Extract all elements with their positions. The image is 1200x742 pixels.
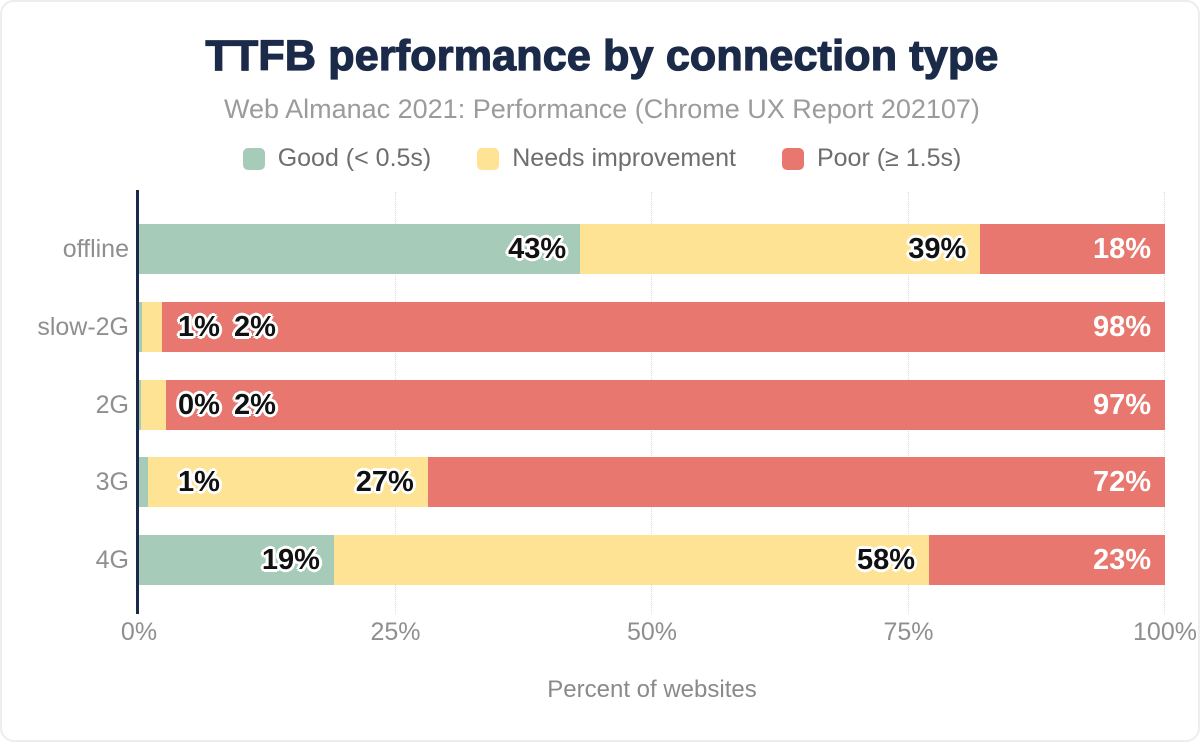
- legend-label-poor: Poor (≥ 1.5s): [816, 144, 962, 172]
- legend: Good (< 0.5s) Needs improvement Poor (≥ 1.…: [2, 144, 1198, 173]
- value-label-3g-poor: 72%: [1092, 466, 1151, 498]
- legend-swatch-needs-improvement: [477, 147, 500, 170]
- value-label-4g-good: 19%: [261, 544, 320, 576]
- segment-good: [139, 224, 581, 274]
- segment-poor: [427, 457, 1165, 507]
- x-tick-label-50%: 50%: [626, 618, 678, 646]
- bar-row-2g: 0% 2% 97%: [139, 380, 1165, 430]
- x-axis-title: Percent of websites: [547, 676, 757, 703]
- chart-subtitle: Web Almanac 2021: Performance (Chrome UX…: [224, 94, 980, 124]
- legend-label-good: Good (< 0.5s): [277, 144, 432, 172]
- legend-label-needs-improvement: Needs improvement: [512, 144, 736, 172]
- bar-row-4g: 19% 58% 23%: [139, 535, 1165, 585]
- x-tick-label-75%: 75%: [883, 618, 934, 646]
- value-label-2g-good: 0%: [178, 389, 220, 421]
- value-label-4g-needs-improvement: 58%: [856, 544, 916, 576]
- segment-needs-improvement: [580, 224, 981, 274]
- value-label-2g-needs-improvement: 2%: [234, 389, 276, 421]
- x-tick-label-0%: 0%: [120, 618, 158, 646]
- legend-swatch-good: [242, 147, 265, 170]
- segment-needs-improvement: [333, 535, 930, 585]
- value-label-slow-2g-needs-improvement: 2%: [234, 311, 276, 343]
- value-label-slow-2g-good: 1%: [178, 311, 220, 343]
- value-label-4g-poor: 23%: [1092, 544, 1151, 576]
- legend-swatch-poor: [781, 147, 804, 170]
- legend-item-good: Good (< 0.5s): [242, 144, 432, 173]
- category-label-4g: 4G: [95, 546, 129, 574]
- segment-poor: [161, 302, 1165, 352]
- plot-area: 43% 39% 18% 1% 2% 98% 0% 2% 97% 1% 27% 72% 19% 58% 23%: [136, 190, 1165, 614]
- bar-row-slow-2g: 1% 2% 98%: [139, 302, 1165, 352]
- legend-item-needs-improvement: Needs improvement: [477, 144, 736, 173]
- segment-needs-improvement: [141, 380, 166, 430]
- segment-good: [139, 302, 142, 352]
- segment-needs-improvement: [141, 302, 162, 352]
- value-label-offline-needs-improvement: 39%: [908, 233, 967, 265]
- category-label-3g: 3G: [95, 468, 129, 496]
- category-label-slow-2g: slow-2G: [37, 313, 129, 341]
- segment-poor: [980, 224, 1165, 274]
- x-tick-label-100%: 100%: [1133, 618, 1197, 646]
- value-label-3g-needs-improvement: 27%: [355, 466, 414, 498]
- legend-item-poor: Poor (≥ 1.5s): [781, 144, 962, 173]
- chart-title: TTFB performance by connection type: [205, 31, 999, 80]
- category-label-offline: offline: [62, 235, 129, 263]
- value-label-offline-poor: 18%: [1092, 233, 1151, 265]
- bar-row-3g: 1% 27% 72%: [139, 457, 1165, 507]
- bar-row-offline: 43% 39% 18%: [139, 224, 1165, 274]
- segment-poor: [929, 535, 1165, 585]
- value-label-slow-2g-poor: 98%: [1092, 311, 1151, 343]
- y-axis-line: [136, 190, 139, 614]
- segment-good: [139, 457, 148, 507]
- segment-needs-improvement: [147, 457, 428, 507]
- value-label-2g-poor: 97%: [1092, 389, 1151, 421]
- value-label-3g-good: 1%: [178, 466, 220, 498]
- segment-good: [139, 535, 334, 585]
- x-tick-label-25%: 25%: [370, 618, 421, 646]
- segment-good: [139, 380, 142, 430]
- segment-poor: [165, 380, 1165, 430]
- category-label-2g: 2G: [95, 391, 129, 419]
- value-label-offline-good: 43%: [508, 233, 567, 265]
